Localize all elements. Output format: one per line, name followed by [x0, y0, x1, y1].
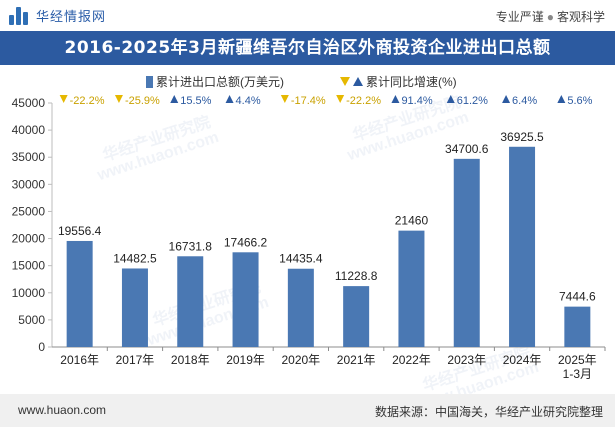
slogan: 专业严谨 ● 客观科学 — [496, 8, 605, 25]
y-tick-label: 45000 — [12, 96, 46, 110]
y-tick-label: 10000 — [12, 286, 46, 300]
y-tick-label: 0 — [38, 340, 45, 354]
y-tick-label: 30000 — [12, 177, 46, 191]
x-tick-label: 2025年 — [558, 353, 597, 367]
bar — [177, 256, 204, 347]
bar — [564, 306, 591, 347]
x-tick-label: 2024年 — [503, 353, 542, 367]
bar-value-label: 21460 — [395, 214, 429, 228]
legend-item-total[interactable]: 累计进出口总额(万美元) — [146, 73, 284, 90]
y-tick-label: 35000 — [12, 150, 46, 164]
growth-rate-label: 15.5% — [180, 95, 211, 107]
growth-rate-label: -25.9% — [125, 95, 160, 107]
top-bar: 华经情报网 专业严谨 ● 客观科学 — [0, 0, 615, 30]
bar — [66, 240, 93, 347]
bar-value-label: 19556.4 — [58, 224, 102, 238]
chart-legend: 累计进出口总额(万美元) 累计同比增速(%) — [0, 73, 615, 91]
y-tick-label: 20000 — [12, 232, 46, 246]
brand[interactable]: 华经情报网 — [8, 6, 106, 25]
growth-up-triangle-icon — [557, 95, 566, 103]
growth-down-triangle-icon — [280, 95, 289, 103]
growth-down-triangle-icon — [336, 95, 345, 103]
growth-up-triangle-icon — [170, 95, 179, 103]
footer-site-link[interactable]: www.huaon.com — [18, 403, 107, 417]
bar-value-label: 14482.5 — [113, 251, 157, 265]
growth-rate-label: 91.4% — [401, 95, 432, 107]
growth-rate-label: 4.4% — [236, 95, 261, 107]
x-tick-label: 2019年 — [226, 353, 265, 367]
legend-label-total: 累计进出口总额(万美元) — [156, 75, 284, 89]
x-tick-label: 1-3月 — [563, 367, 592, 381]
x-tick-label: 2017年 — [116, 353, 155, 367]
slogan-left: 专业严谨 — [495, 10, 544, 24]
growth-down-triangle-icon — [59, 95, 68, 103]
footer-source: 数据来源：中国海关，华经产业研究院整理 — [374, 405, 603, 419]
slogan-dot-icon: ● — [546, 10, 554, 24]
x-tick-label: 2022年 — [392, 353, 431, 367]
bar — [398, 230, 425, 347]
growth-up-triangle-icon — [391, 95, 400, 103]
x-tick-label: 2020年 — [281, 353, 320, 367]
x-tick-label: 2023年 — [447, 353, 486, 367]
growth-rate-label: -17.4% — [291, 95, 326, 107]
bar — [121, 268, 148, 347]
growth-up-triangle-icon — [502, 95, 511, 103]
growth-down-triangle-icon — [114, 95, 123, 103]
y-tick-label: 25000 — [12, 204, 46, 218]
growth-rate-label: -22.2% — [346, 95, 381, 107]
bar-value-label: 7444.6 — [559, 290, 596, 304]
bar-value-label: 34700.6 — [445, 142, 489, 156]
x-tick-label: 2016年 — [60, 353, 99, 367]
growth-rate-label: 61.2% — [457, 95, 488, 107]
y-tick-label: 15000 — [12, 259, 46, 273]
bar — [287, 268, 314, 347]
legend-up-triangle-icon — [353, 77, 363, 86]
legend-bar-swatch-icon — [146, 75, 153, 88]
bar-value-label: 16731.8 — [169, 239, 213, 253]
growth-rate-label: -22.2% — [70, 95, 105, 107]
brand-logo-icon — [8, 6, 30, 25]
growth-rate-label: 6.4% — [512, 95, 537, 107]
brand-name: 华经情报网 — [36, 9, 107, 24]
chart-title: 2016-2025年3月新疆维吾尔自治区外商投资企业进出口总额 — [0, 31, 615, 65]
y-tick-label: 5000 — [18, 313, 45, 327]
growth-up-triangle-icon — [225, 95, 234, 103]
growth-rate-label: 5.6% — [567, 95, 592, 107]
bar — [453, 158, 480, 347]
growth-up-triangle-icon — [446, 95, 455, 103]
bar — [343, 286, 370, 347]
bar-value-label: 17466.2 — [224, 235, 268, 249]
y-tick-label: 40000 — [12, 123, 46, 137]
bar-value-label: 36925.5 — [500, 130, 544, 144]
bar-value-label: 11228.8 — [335, 269, 378, 283]
bar-value-label: 14435.4 — [279, 252, 323, 266]
legend-item-growth[interactable]: 累计同比增速(%) — [340, 73, 457, 90]
x-tick-label: 2021年 — [337, 353, 376, 367]
legend-down-triangle-icon — [340, 77, 350, 86]
x-tick-label: 2018年 — [171, 353, 210, 367]
bar — [232, 252, 259, 347]
footer: www.huaon.com 数据来源：中国海关，华经产业研究院整理 — [0, 394, 615, 427]
bar-chart: 0 5000 10000 15000 20000 25000 30000 35000 40000… — [12, 95, 606, 381]
bar — [509, 146, 536, 347]
slogan-right: 客观科学 — [556, 10, 605, 24]
legend-label-growth: 累计同比增速(%) — [366, 75, 457, 89]
